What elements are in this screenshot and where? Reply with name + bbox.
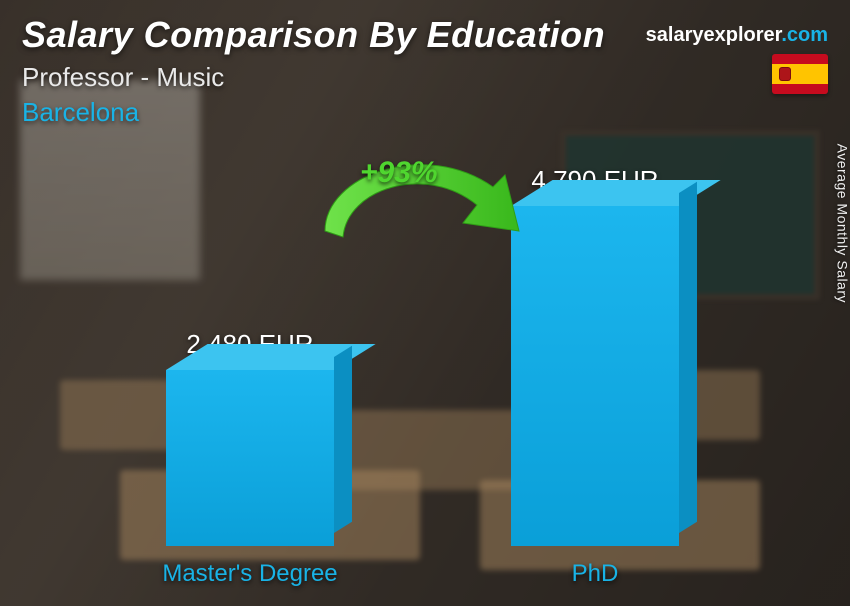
bar-label: Master's Degree [155,560,345,588]
bar-front-face [511,206,679,546]
bar-group: 4,790 EURPhD [500,165,690,588]
site-name: salaryexplorer [646,24,782,46]
location: Barcelona [22,97,828,128]
header: Salary Comparison By Education Professor… [22,14,828,128]
job-title: Professor - Music [22,62,828,93]
bar-3d [166,370,334,546]
flag-stripe [772,84,828,94]
bar-group: 2,480 EURMaster's Degree [155,329,345,588]
flag-crest [780,68,790,80]
bar-side-face [334,346,352,533]
site-tld: .com [781,24,828,46]
bar-side-face [679,182,697,533]
bar-chart: 2,480 EURMaster's Degree 4,790 EURPhD [0,158,810,588]
flag-stripe [772,64,828,84]
bar-front-face [166,370,334,546]
site-brand: salaryexplorer.com [646,24,828,47]
flag-spain [772,54,828,94]
percent-increase: +93% [360,156,438,190]
bar-3d [511,206,679,546]
bar-label: PhD [500,560,690,588]
flag-stripe [772,54,828,64]
infographic-canvas: Salary Comparison By Education Professor… [0,0,850,606]
y-axis-label: Average Monthly Salary [834,144,850,303]
